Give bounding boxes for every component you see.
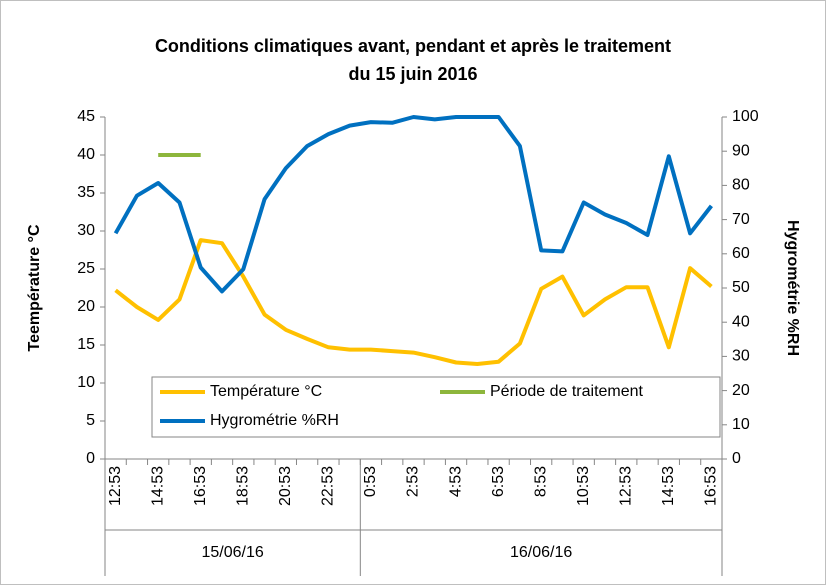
x-group-label: 16/06/16 [510,544,572,561]
x-tick-label: 12:53 [107,466,124,506]
x-tick-label: 6:53 [490,466,507,497]
y2-tick-label: 20 [732,382,750,399]
y2-tick-label: 60 [732,245,750,262]
x-tick-label: 18:53 [235,466,252,506]
x-tick-label: 16:53 [703,466,720,506]
y2-tick-label: 10 [732,416,750,433]
x-tick-label: 0:53 [362,466,379,497]
y2-tick-label: 0 [732,450,741,467]
x-tick-label: 14:53 [660,466,677,506]
y2-tick-label: 90 [732,142,750,159]
y-tick-label: 0 [86,450,95,467]
x-tick-label: 8:53 [532,466,549,497]
x-tick-label: 14:53 [149,466,166,506]
x-tick-label: 16:53 [192,466,209,506]
y-tick-label: 25 [77,260,95,277]
y2-tick-label: 80 [732,177,750,194]
y-tick-label: 30 [77,222,95,239]
y2-tick-label: 50 [732,279,750,296]
y-tick-label: 10 [77,374,95,391]
legend-label: Hygrométrie %RH [210,412,339,429]
y-tick-label: 35 [77,184,95,201]
y-tick-label: 15 [77,336,95,353]
y2-tick-label: 40 [732,313,750,330]
y-tick-label: 5 [86,412,95,429]
x-tick-label: 22:53 [320,466,337,506]
x-tick-label: 20:53 [277,466,294,506]
y-tick-label: 20 [77,298,95,315]
y2-tick-label: 100 [732,108,759,125]
legend-label: Période de traitement [490,383,644,400]
y-axis-title: Teempérature °C [26,224,43,351]
y2-tick-label: 70 [732,211,750,228]
y-tick-label: 40 [77,146,95,163]
series-line [113,115,713,294]
y2-tick-label: 30 [732,348,750,365]
x-tick-label: 2:53 [405,466,422,497]
y-tick-label: 45 [77,108,95,125]
legend-box [151,376,721,438]
x-tick-label: 10:53 [575,466,592,506]
x-group-label: 15/06/16 [202,544,264,561]
x-tick-label: 12:53 [617,466,634,506]
chart-title: Conditions climatiques avant, pendant et… [155,36,671,56]
series-line [114,238,713,366]
chart-subtitle: du 15 juin 2016 [348,64,477,84]
x-tick-label: 4:53 [447,466,464,497]
legend-label: Température °C [210,383,322,400]
y2-axis-title: Hygrométrie %RH [784,220,801,356]
